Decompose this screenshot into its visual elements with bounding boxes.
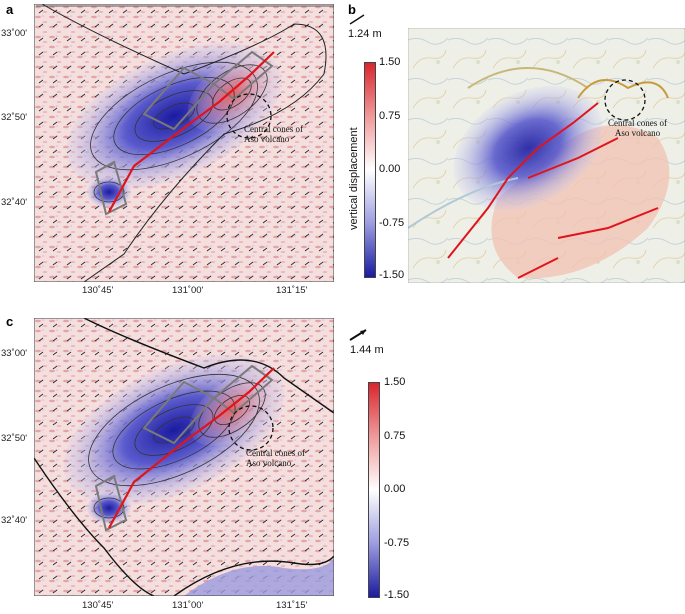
zero-contour-bottom [173, 555, 334, 596]
colorbar-bottom-tick-5: -1.50 [384, 589, 410, 601]
contour-lines [88, 373, 266, 519]
annotation-line-2: Aso volcano [246, 458, 292, 468]
aso-caldera-circle [226, 93, 272, 139]
lat-tick-c-3: 32˚40' [1, 515, 28, 526]
lat-tick-c-2: 32˚50' [1, 433, 28, 444]
lat-tick-a-1: 33˚00' [1, 28, 28, 39]
colorbar-bottom-tick-4: -0.75 [384, 537, 410, 549]
colorbar-bottom-tick-2: 0.75 [384, 430, 406, 442]
lon-tick-a-1: 130˚45' [82, 285, 114, 296]
panel-c-map [34, 318, 334, 596]
colorbar-top-tick-4: -0.75 [379, 217, 405, 229]
aso-caldera-circle-b [604, 79, 646, 121]
scale-arrow-bottom [349, 329, 367, 341]
subsidence-area [453, 85, 603, 211]
colorbar-bottom-tick-1: 1.50 [384, 376, 406, 388]
lat-tick-a-2: 32˚50' [1, 112, 28, 123]
panel-b-letter: b [348, 2, 356, 17]
scale-arrow-top [349, 14, 365, 25]
lon-tick-c-1: 130˚45' [82, 600, 114, 611]
road-east [577, 79, 669, 99]
annotation-line-1: Central cones of [608, 118, 667, 128]
colorbar-top-label: vertical displacement [344, 127, 362, 230]
panel-c-annotation: Central cones of Aso volcano [246, 448, 305, 468]
lon-tick-a-2: 131˚00' [172, 285, 204, 296]
scale-label-bottom: 1.44 m [350, 344, 384, 356]
annotation-line-2: Aso volcano [244, 134, 290, 144]
colorbar-bottom-tick-3: 0.00 [384, 483, 406, 495]
subsidence-lobe-bottom [184, 558, 334, 596]
colorbar-top-tick-1: 1.50 [379, 56, 401, 68]
uplift-lobe [189, 374, 275, 446]
fault-traces [447, 102, 659, 279]
panel-b-map [408, 28, 685, 283]
lon-tick-a-3: 131˚15' [276, 285, 308, 296]
panel-a-letter: a [6, 2, 14, 17]
zero-contour [41, 4, 327, 282]
scale-label-top: 1.24 m [348, 28, 382, 40]
panel-a-annotation: Central cones of Aso volcano [244, 124, 303, 144]
lon-tick-c-3: 131˚15' [276, 600, 308, 611]
annotation-line-1: Central cones of [246, 448, 305, 458]
colorbar-top-tick-5: -1.50 [379, 269, 405, 281]
panel-a-map [34, 4, 334, 282]
colorbar-bottom [368, 382, 380, 598]
uplift-area [491, 125, 670, 279]
surface-fault-trace [108, 367, 275, 529]
lat-tick-a-3: 32˚40' [1, 197, 28, 208]
annotation-line-2: Aso volcano [614, 128, 661, 138]
colorbar-top [364, 62, 376, 278]
surface-fault-trace [108, 51, 275, 213]
panel-c-letter: c [6, 314, 14, 329]
colorbar-top-tick-2: 0.75 [379, 110, 401, 122]
annotation-line-1: Central cones of [244, 124, 303, 134]
colorbar-top-tick-3: 0.00 [379, 163, 401, 175]
colorbar-title: vertical displacement [348, 127, 360, 230]
lon-tick-c-2: 131˚00' [172, 600, 204, 611]
zero-contour [34, 318, 334, 596]
aso-caldera-circle-c [228, 405, 274, 451]
panel-b-annotation: Central cones of Aso volcano [608, 118, 667, 138]
road [467, 67, 589, 89]
lat-tick-c-1: 33˚00' [1, 348, 28, 359]
